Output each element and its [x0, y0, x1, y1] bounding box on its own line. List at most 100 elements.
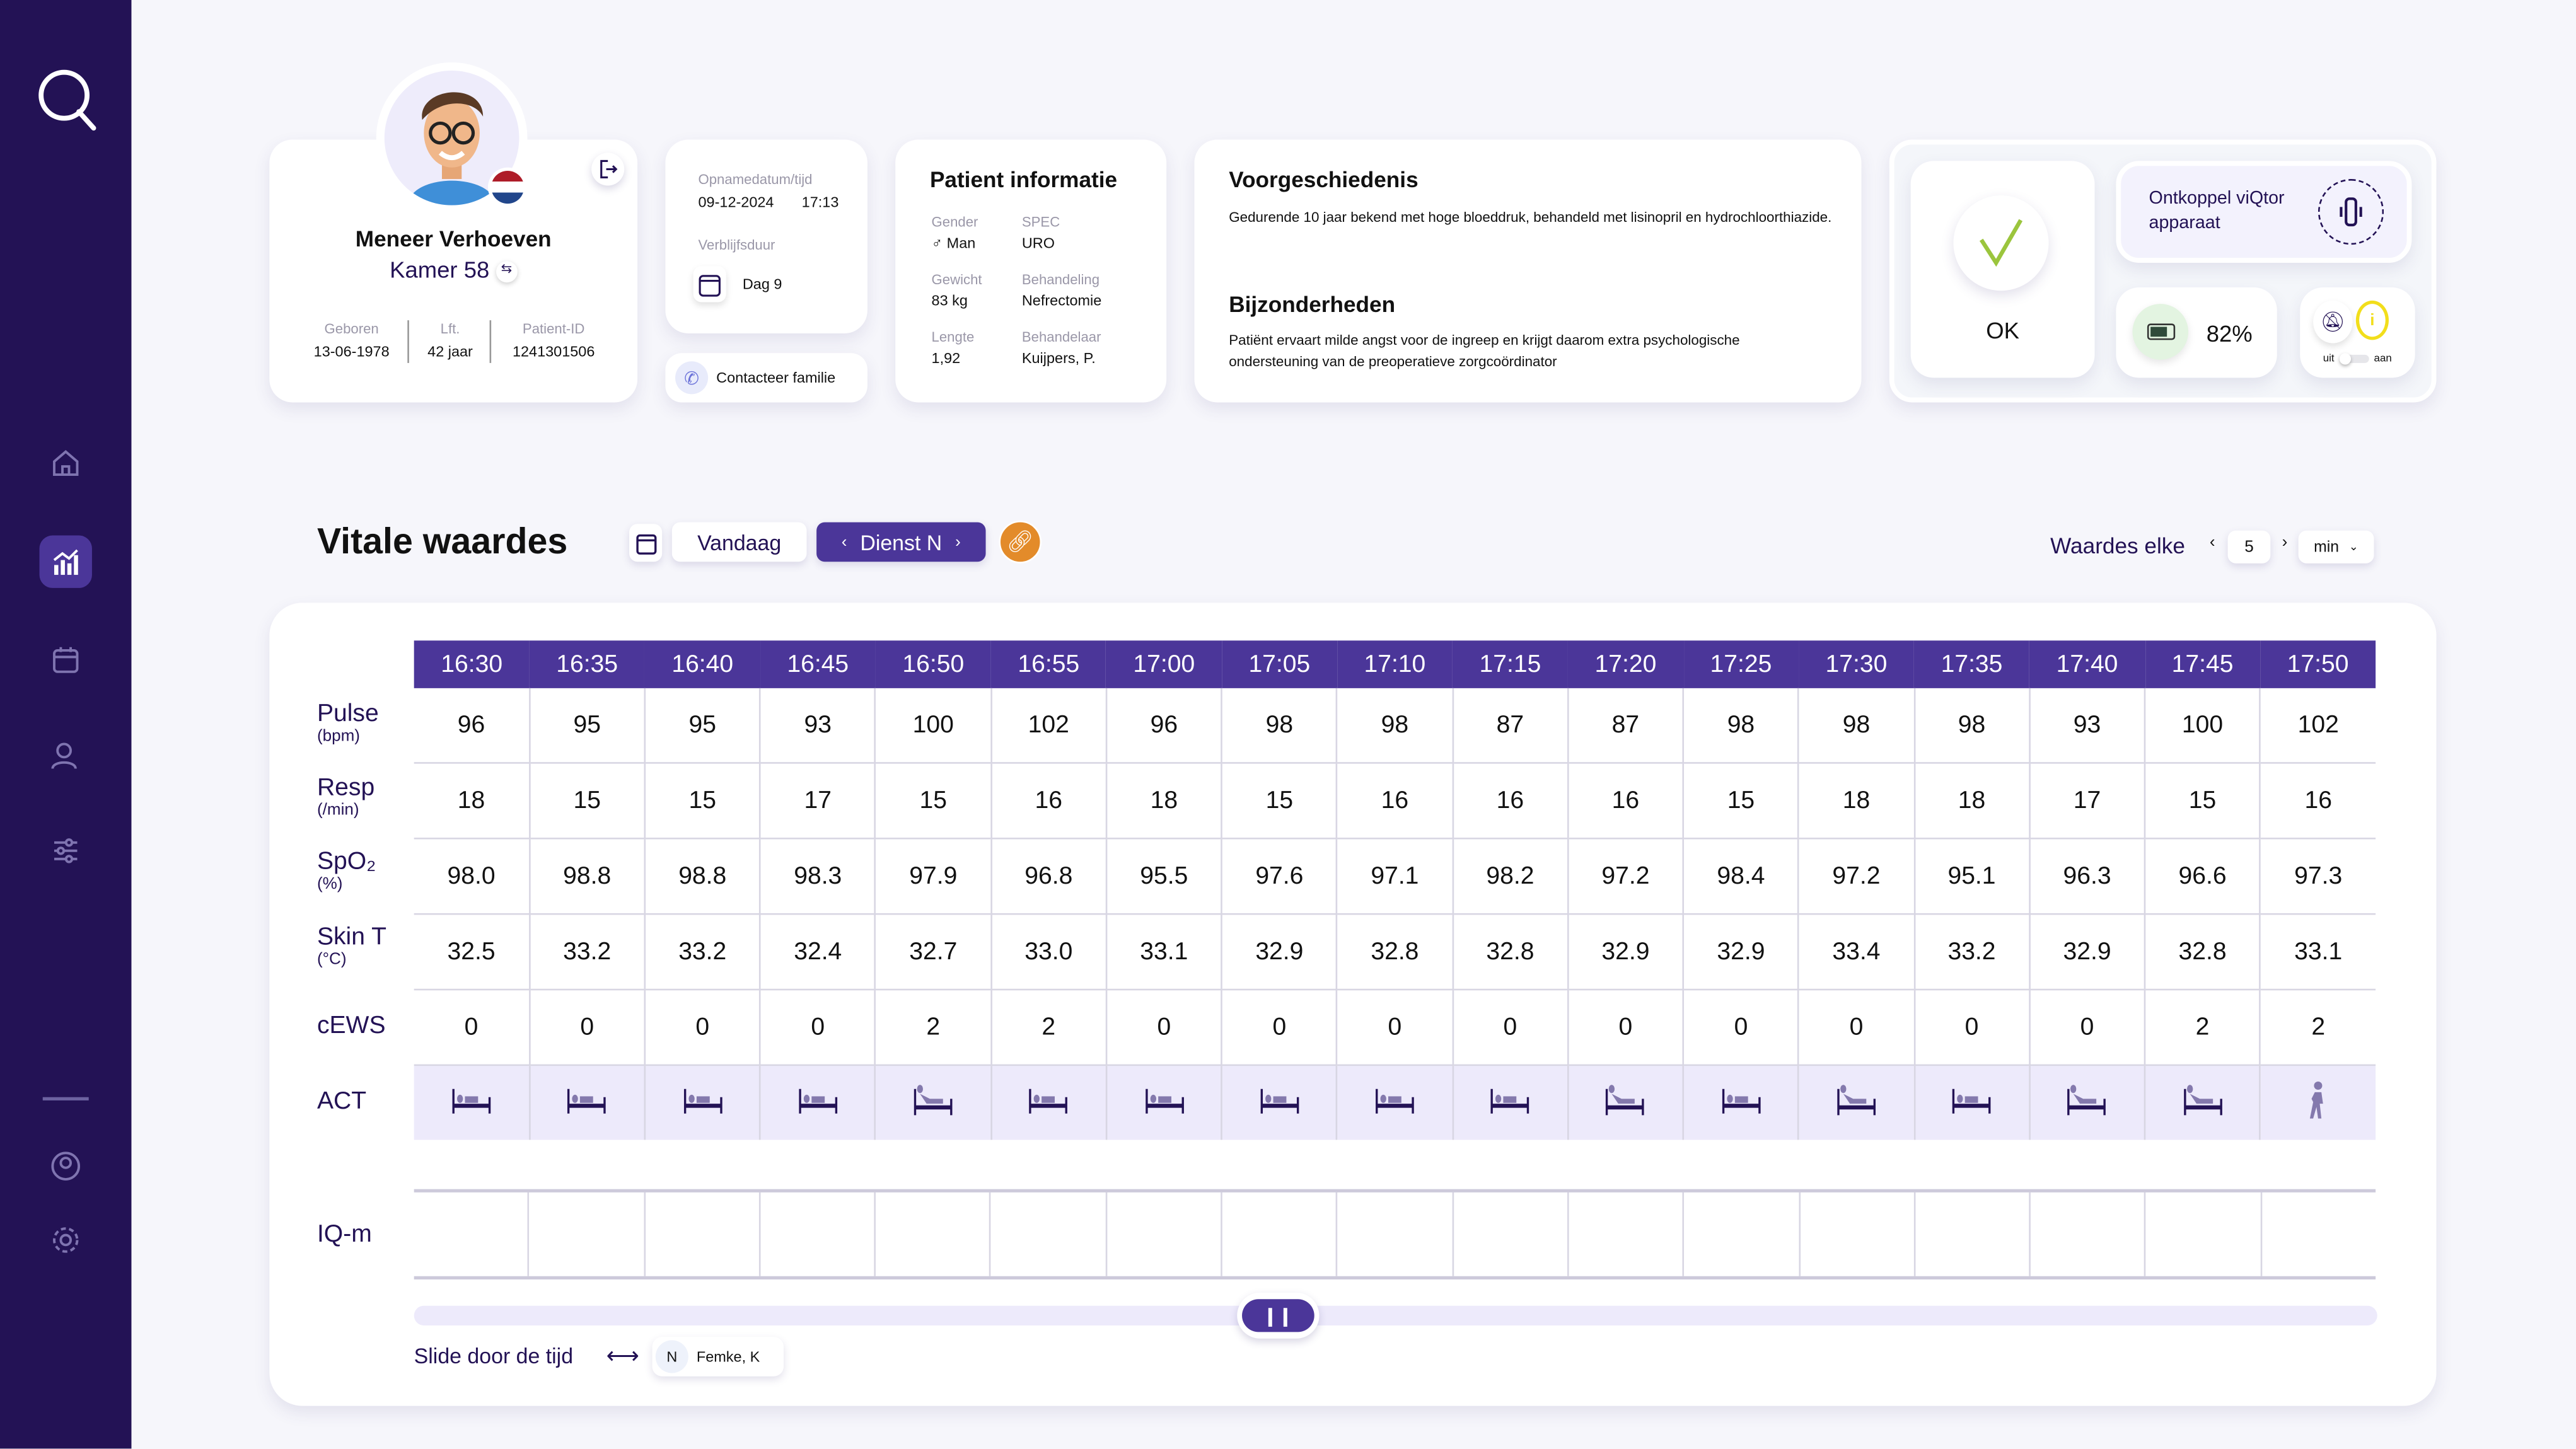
- lying-icon: [1337, 1065, 1454, 1140]
- time-slider[interactable]: ❙❙: [414, 1292, 2377, 1339]
- lying-icon: [529, 1065, 646, 1140]
- logout-icon: [600, 159, 618, 179]
- table-cell: 100: [875, 688, 992, 764]
- notes-title: Bijzonderheden: [1229, 292, 1396, 317]
- patient-name: Meneer Verhoeven: [355, 226, 552, 251]
- patient-id-field: Patient-ID 1241301506: [512, 320, 595, 360]
- iqm-cell: [645, 1192, 761, 1276]
- sidebar-item-filters[interactable]: [40, 824, 92, 877]
- chart-icon: [53, 549, 78, 575]
- table-cell: 16: [2260, 763, 2376, 840]
- iqm-cell: [1222, 1192, 1338, 1276]
- table-row: 18 15 15 17 15 16 18 15 16 16 16 15 18 18 17 15 16: [414, 763, 2376, 840]
- slider-thumb[interactable]: ❙❙: [1236, 1292, 1320, 1339]
- iqm-cell: [1685, 1192, 1800, 1276]
- contact-family-button[interactable]: ✆ Contacteer familie: [665, 353, 867, 403]
- table-cell: 32.5: [414, 914, 531, 991]
- row-label-cews: cEWS: [316, 1012, 386, 1040]
- pause-icon: ❙❙: [1241, 1299, 1314, 1332]
- patient-info-title: Patient informatie: [929, 167, 1118, 192]
- today-button[interactable]: Vandaag: [671, 522, 807, 562]
- time-header: 17:40: [2029, 640, 2145, 688]
- table-cell: 98: [1683, 688, 1800, 764]
- table-cell: 96: [1106, 688, 1223, 764]
- table-cell: 33.2: [529, 914, 646, 991]
- slide-label: Slide door de tijd: [414, 1343, 574, 1368]
- user-icon: [51, 742, 77, 770]
- table-cell: 16: [1337, 763, 1454, 840]
- swap-room-button[interactable]: ⇆: [496, 261, 517, 282]
- table-cell: 32.9: [1683, 914, 1800, 991]
- time-header: 17:50: [2260, 640, 2376, 688]
- logout-button[interactable]: [591, 153, 625, 186]
- table-cell: 0: [1683, 990, 1800, 1066]
- table-cell: 16: [990, 763, 1108, 840]
- time-header: 17:00: [1106, 640, 1222, 688]
- time-header: 16:45: [760, 640, 876, 688]
- table-cell: 0: [644, 990, 762, 1066]
- table-cell: 97.2: [1567, 838, 1685, 915]
- time-header: 16:40: [644, 640, 760, 688]
- sidebar-item-home[interactable]: [40, 437, 92, 489]
- interval-value[interactable]: 5: [2227, 530, 2271, 563]
- prev-shift-button[interactable]: ‹: [841, 533, 847, 551]
- alarm-toggle[interactable]: [2339, 353, 2369, 365]
- sidebar-item-profile[interactable]: [40, 1140, 92, 1192]
- time-header: 16:50: [875, 640, 991, 688]
- divider: [407, 320, 409, 363]
- divider: [489, 320, 492, 363]
- table-cell: 15: [2145, 763, 2261, 840]
- time-header: 17:30: [1798, 640, 1914, 688]
- room-label: Kamer 58: [390, 256, 490, 283]
- history-title: Voorgeschiedenis: [1229, 167, 1419, 192]
- table-cell: 98: [1913, 688, 2031, 764]
- table-cell: 18: [414, 763, 531, 840]
- disconnect-device-button[interactable]: Ontkoppel viQtor apparaat: [2116, 161, 2412, 263]
- device-panel: OK Ontkoppel viQtor apparaat 82% 🔕︎ i ui…: [1889, 139, 2437, 403]
- table-cell: 0: [529, 990, 646, 1066]
- table-cell: 33.1: [1106, 914, 1223, 991]
- interval-increase[interactable]: ›: [2282, 533, 2288, 552]
- table-cell: 97.9: [875, 838, 992, 915]
- time-header: 17:20: [1567, 640, 1683, 688]
- table-cell: 102: [2260, 688, 2376, 764]
- table-cell: 15: [875, 763, 992, 840]
- nurse-name: Femke, K: [696, 1348, 760, 1365]
- sidebar-item-vitals[interactable]: [39, 535, 92, 588]
- age-field: Lft. 42 jaar: [427, 320, 473, 360]
- date-picker-button[interactable]: [629, 524, 663, 562]
- shift-selector[interactable]: ‹ Dienst N ›: [816, 522, 986, 562]
- interval-decrease[interactable]: ‹: [2209, 533, 2215, 552]
- next-shift-button[interactable]: ›: [955, 533, 961, 551]
- check-icon: [1953, 195, 2049, 291]
- sidebar-item-settings[interactable]: [40, 1214, 92, 1266]
- table-cell: 98.2: [1452, 838, 1569, 915]
- iqm-row: [414, 1189, 2376, 1279]
- user-circle-icon: [51, 1152, 81, 1181]
- link-button[interactable]: 🔗︎: [999, 521, 1042, 563]
- sidebar-item-patients[interactable]: [40, 729, 92, 782]
- table-cell: 32.9: [2029, 914, 2146, 991]
- table-cell: 2: [2145, 990, 2261, 1066]
- table-cell: 96.3: [2029, 838, 2146, 915]
- sitting-icon: [1798, 1065, 1915, 1140]
- table-cell: 32.8: [1452, 914, 1569, 991]
- table-cell: 2: [2260, 990, 2376, 1066]
- avatar: [376, 62, 528, 214]
- table-cell: 16: [1452, 763, 1569, 840]
- sidebar-item-calendar[interactable]: [40, 634, 92, 686]
- table-cell: 96.6: [2145, 838, 2261, 915]
- row-label-iqm: IQ-m: [316, 1220, 372, 1249]
- iqm-cell: [876, 1192, 992, 1276]
- table-row: 98.0 98.8 98.8 98.3 97.9 96.8 95.5 97.6 97.1 98.2…: [414, 838, 2376, 915]
- iqm-cell: [1338, 1192, 1454, 1276]
- row-label-spo2: SpO₂ (%): [316, 847, 376, 894]
- table-cell: 0: [760, 990, 877, 1066]
- arrows-horizontal-icon: ⟷: [606, 1342, 639, 1368]
- unit-select[interactable]: min ⌄: [2298, 530, 2374, 563]
- row-label-skin-temp: Skin T (°C): [316, 923, 387, 969]
- table-cell: 18: [1913, 763, 2031, 840]
- table-cell: 17: [760, 763, 877, 840]
- calendar-icon: [693, 266, 726, 302]
- iqm-cell: [1800, 1192, 1916, 1276]
